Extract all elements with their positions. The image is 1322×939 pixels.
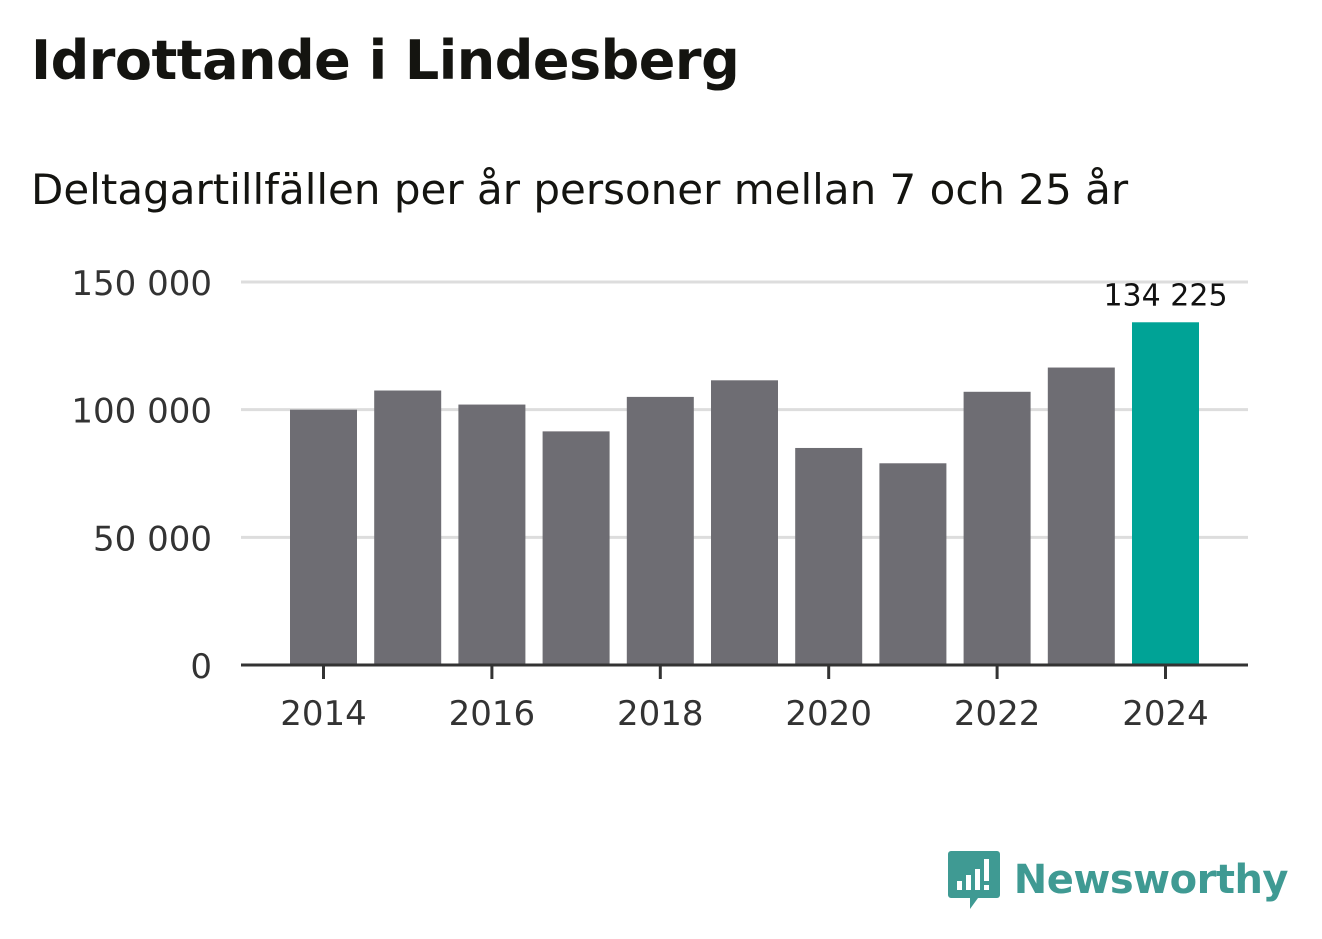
bar-2019	[711, 380, 778, 665]
y-tick-label-0: 0	[190, 647, 212, 687]
x-tick-label-2022: 2022	[954, 694, 1041, 734]
y-tick-label-2: 100 000	[71, 392, 212, 432]
newsworthy-logo-text: Newsworthy	[1013, 857, 1289, 903]
bar-2021	[879, 463, 947, 665]
bar-2018	[626, 396, 694, 665]
y-tick-label-1: 50 000	[93, 519, 212, 559]
bar-2014	[290, 409, 357, 665]
x-tick-label-2014: 2014	[280, 694, 367, 734]
bar-2016	[458, 404, 526, 665]
bar-2024	[1132, 322, 1199, 665]
bar-2017	[542, 431, 610, 665]
bar-2015	[374, 390, 442, 665]
x-tick-label-2016: 2016	[449, 694, 536, 734]
x-tick-label-2024: 2024	[1122, 694, 1209, 734]
newsworthy-logo: Newsworthy	[947, 851, 1289, 909]
chart-subtitle: Deltagartillfällen per år personer mella…	[31, 165, 1129, 214]
chart-title: Idrottande i Lindesberg	[31, 29, 740, 92]
y-tick-label-3: 150 000	[71, 264, 212, 304]
x-tick-label-2018: 2018	[617, 694, 704, 734]
newsworthy-logo-icon	[947, 851, 1000, 909]
x-tick-label-2020: 2020	[785, 694, 872, 734]
bar-2023	[1047, 367, 1115, 665]
bar-2022	[963, 391, 1031, 665]
bar-2020	[795, 447, 863, 665]
highlight-value-label: 134 225	[1103, 278, 1227, 313]
